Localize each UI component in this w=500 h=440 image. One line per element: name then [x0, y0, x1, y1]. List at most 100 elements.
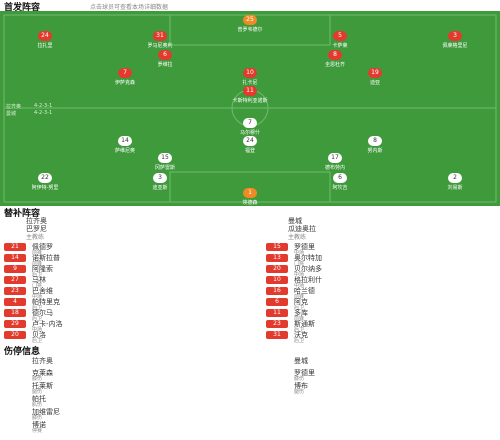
- player-name[interactable]: 普罗韦德尔: [237, 27, 263, 33]
- sub-player-pos[interactable]: 前锋: [32, 261, 43, 267]
- sub-player-name[interactable]: 帕特里克: [32, 298, 60, 306]
- sub-player-number[interactable]: 20: [4, 331, 26, 339]
- player-number[interactable]: 6: [333, 173, 347, 183]
- player-number[interactable]: 25: [243, 15, 257, 25]
- sub-player-number[interactable]: 4: [4, 298, 26, 306]
- sub-player-number[interactable]: 9: [4, 265, 26, 273]
- player-number[interactable]: 8: [368, 136, 382, 146]
- player-name[interactable]: 萨维尼奥: [114, 148, 135, 154]
- player-name[interactable]: 迪亚: [369, 80, 380, 86]
- player-number[interactable]: 1: [243, 188, 257, 198]
- sub-player-pos[interactable]: 前锋: [294, 316, 305, 322]
- player-name[interactable]: 德布劳内: [324, 165, 345, 171]
- player-number[interactable]: 22: [38, 173, 52, 183]
- sub-player-name[interactable]: 诺斯拉普: [32, 254, 60, 262]
- player-name[interactable]: 阿伊特-努里: [31, 185, 59, 191]
- sub-player-name[interactable]: 格拉利什: [294, 276, 322, 284]
- sub-player-pos[interactable]: 中场: [32, 294, 43, 300]
- player-name[interactable]: 圭恩杜齐: [324, 62, 345, 68]
- sub-player-name[interactable]: 巴舍维: [32, 287, 53, 295]
- player-number[interactable]: 3: [153, 173, 167, 183]
- player-name[interactable]: 拉扎里: [37, 43, 53, 49]
- sub-player-name[interactable]: 斯通斯: [294, 320, 315, 328]
- sub-player-number[interactable]: 27: [4, 276, 26, 284]
- sub-player-number[interactable]: 14: [4, 254, 26, 262]
- sub-player-number[interactable]: 10: [266, 276, 288, 284]
- sub-player-name[interactable]: 贝洛: [32, 331, 46, 339]
- coach-name: 巴罗尼: [26, 225, 47, 233]
- player-number[interactable]: 5: [333, 31, 347, 41]
- sub-player-pos[interactable]: 后卫: [32, 338, 43, 344]
- sub-player-number[interactable]: 31: [266, 331, 288, 339]
- player-name[interactable]: 伊萨克森: [114, 80, 135, 86]
- player-number[interactable]: 6: [158, 50, 172, 60]
- sub-player-number[interactable]: 23: [4, 287, 26, 295]
- player-number[interactable]: 24: [243, 136, 257, 146]
- player-name[interactable]: 卡萨莱: [332, 43, 348, 49]
- player-number[interactable]: 7: [243, 118, 257, 128]
- player-number[interactable]: 17: [328, 153, 342, 163]
- sub-player-name[interactable]: 奥尔特加: [294, 254, 322, 262]
- player-name[interactable]: 冈萨雷斯: [154, 165, 175, 171]
- player-name[interactable]: 刘易斯: [447, 185, 463, 191]
- sub-player-pos[interactable]: 后卫: [32, 272, 43, 278]
- sub-player-name[interactable]: 佩德罗: [32, 243, 53, 251]
- sub-player-name[interactable]: 阿隆索: [32, 265, 53, 273]
- sub-player-number[interactable]: 13: [266, 254, 288, 262]
- sub-player-pos[interactable]: 中场: [294, 283, 305, 289]
- sub-player-number[interactable]: 16: [266, 287, 288, 295]
- player-number[interactable]: 11: [243, 86, 257, 96]
- sub-player-name[interactable]: 卢卡-内洛: [32, 320, 63, 328]
- sub-player-number[interactable]: 18: [4, 309, 26, 317]
- sub-player-name[interactable]: 沃克: [294, 331, 308, 339]
- player-name[interactable]: 埃德森: [242, 200, 258, 206]
- sub-player-name[interactable]: 贝尔纳多: [294, 265, 322, 273]
- sub-player-name[interactable]: 阿克: [294, 298, 308, 306]
- player-number[interactable]: 8: [328, 50, 342, 60]
- injury-reason: 肌伤: [32, 402, 43, 408]
- sub-player-number[interactable]: 23: [266, 320, 288, 328]
- sub-player-name[interactable]: 多库: [294, 309, 308, 317]
- sub-player-pos[interactable]: 后卫: [294, 305, 305, 311]
- player-name[interactable]: 阿坎吉: [332, 185, 348, 191]
- player-name[interactable]: 罗马尼奥利: [147, 43, 173, 49]
- sub-player-number[interactable]: 29: [4, 320, 26, 328]
- sub-player-pos[interactable]: 中场: [294, 272, 305, 278]
- sub-player-number[interactable]: 20: [266, 265, 288, 273]
- player-name[interactable]: 福登: [244, 148, 255, 154]
- player-name[interactable]: 努内斯: [367, 148, 383, 154]
- sub-player-pos[interactable]: 中场: [32, 327, 43, 333]
- sub-player-pos[interactable]: 后卫: [32, 305, 43, 311]
- player-number[interactable]: 2: [448, 173, 462, 183]
- sub-player-number[interactable]: 21: [4, 243, 26, 251]
- sub-player-number[interactable]: 15: [266, 243, 288, 251]
- player-number[interactable]: 14: [118, 136, 132, 146]
- sub-player-pos[interactable]: 门将: [32, 283, 43, 289]
- player-number[interactable]: 19: [368, 68, 382, 78]
- player-name[interactable]: 马尔穆什: [239, 130, 260, 136]
- player-name[interactable]: 扎卡尼: [242, 80, 258, 86]
- player-number[interactable]: 24: [38, 31, 52, 41]
- sub-player-number[interactable]: 11: [266, 309, 288, 317]
- sub-player-pos[interactable]: 前锋: [32, 250, 43, 256]
- sub-player-pos[interactable]: 后卫: [294, 327, 305, 333]
- player-number[interactable]: 31: [153, 31, 167, 41]
- player-name[interactable]: 卡斯特利亚诺斯: [232, 98, 268, 104]
- player-name[interactable]: 迪亚斯: [152, 185, 168, 191]
- player-name[interactable]: 罗维拉: [157, 62, 173, 68]
- sub-player-pos[interactable]: 后卫: [32, 316, 43, 322]
- sub-player-pos[interactable]: 中场: [294, 250, 305, 256]
- sub-player-name[interactable]: 罗德里: [294, 243, 315, 251]
- player-number[interactable]: 10: [243, 68, 257, 78]
- sub-player-name[interactable]: 哈兰德: [294, 287, 315, 295]
- sub-player-pos[interactable]: 前锋: [294, 294, 305, 300]
- sub-player-number[interactable]: 6: [266, 298, 288, 306]
- sub-player-name[interactable]: 马林: [32, 276, 46, 284]
- sub-player-pos[interactable]: 后卫: [294, 338, 305, 344]
- player-name[interactable]: 佩莱格里尼: [442, 43, 468, 49]
- player-number[interactable]: 7: [118, 68, 132, 78]
- sub-player-pos[interactable]: 门将: [294, 261, 305, 267]
- player-number[interactable]: 15: [158, 153, 172, 163]
- sub-player-name[interactable]: 德尔马: [32, 309, 53, 317]
- player-number[interactable]: 3: [448, 31, 462, 41]
